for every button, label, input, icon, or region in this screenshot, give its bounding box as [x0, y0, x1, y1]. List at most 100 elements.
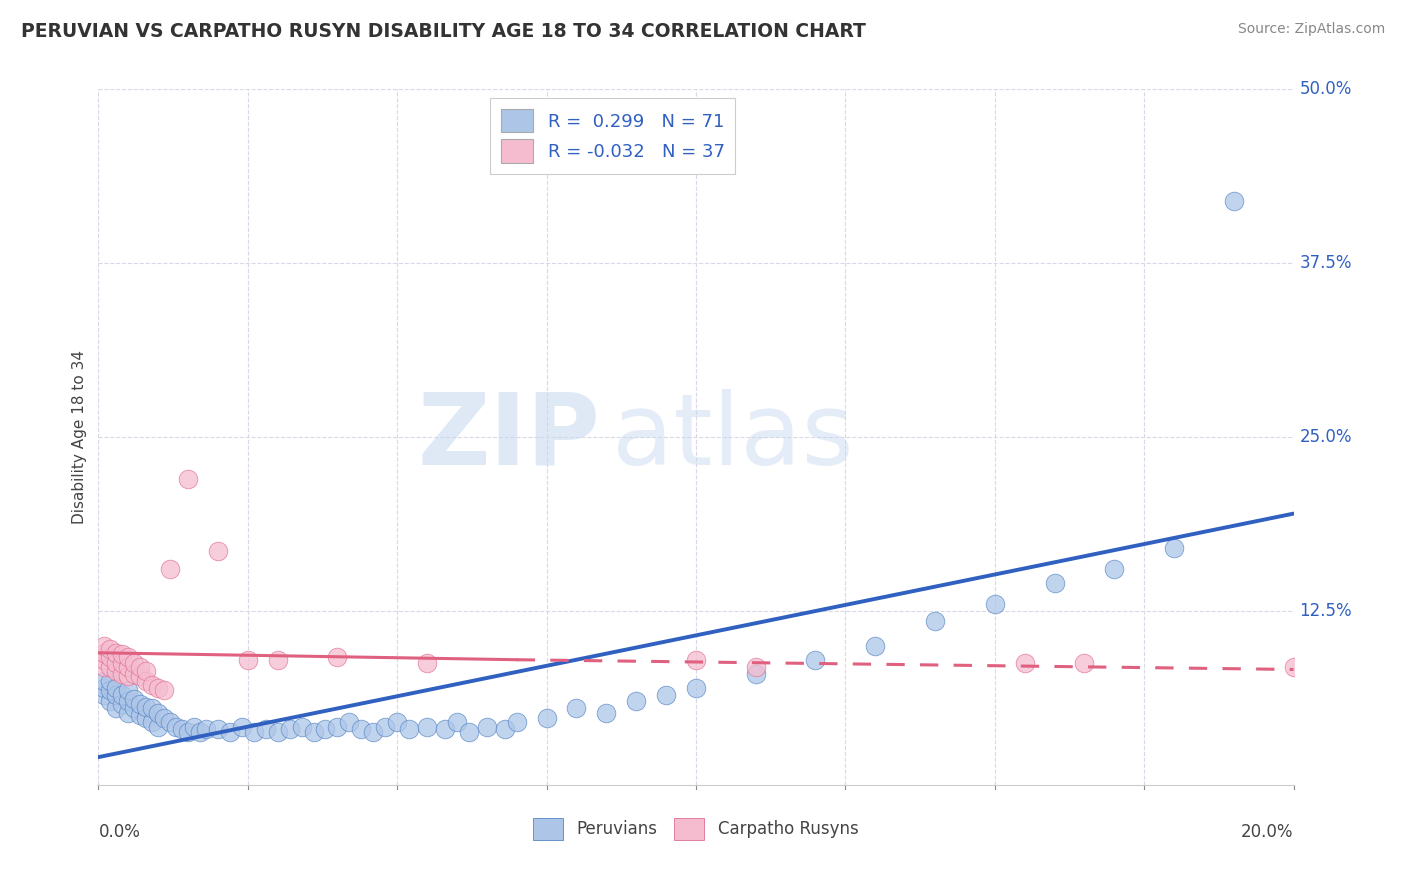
Text: PERUVIAN VS CARPATHO RUSYN DISABILITY AGE 18 TO 34 CORRELATION CHART: PERUVIAN VS CARPATHO RUSYN DISABILITY AG…	[21, 22, 866, 41]
Point	[129, 708, 152, 723]
Point	[111, 688, 134, 702]
Point	[385, 715, 409, 730]
Point	[117, 694, 139, 708]
Point	[105, 646, 128, 660]
Point	[141, 678, 163, 692]
Point	[326, 719, 349, 733]
Point	[98, 673, 122, 688]
Point	[219, 725, 242, 739]
Point	[207, 723, 229, 737]
Text: atlas: atlas	[613, 389, 853, 485]
Point	[231, 719, 253, 733]
Point	[105, 656, 128, 670]
Point	[565, 701, 588, 715]
Point	[141, 715, 163, 730]
Point	[135, 673, 157, 688]
Point	[124, 656, 146, 670]
Point	[183, 719, 205, 733]
Point	[177, 725, 200, 739]
Point	[172, 723, 194, 737]
Point	[595, 706, 617, 720]
Text: 12.5%: 12.5%	[1299, 602, 1353, 620]
Text: 50.0%: 50.0%	[1299, 80, 1353, 98]
Point	[159, 715, 181, 730]
Point	[111, 647, 134, 661]
Point	[117, 706, 139, 720]
Point	[291, 719, 314, 733]
Point	[124, 701, 146, 715]
Point	[865, 639, 887, 653]
Point	[398, 723, 420, 737]
Point	[129, 669, 152, 683]
Point	[148, 681, 170, 695]
Point	[195, 723, 218, 737]
Point	[315, 723, 337, 737]
Point	[745, 659, 768, 673]
Text: Source: ZipAtlas.com: Source: ZipAtlas.com	[1237, 22, 1385, 37]
Point	[105, 681, 128, 695]
Point	[434, 723, 457, 737]
Point	[626, 694, 648, 708]
Point	[165, 719, 187, 733]
Point	[105, 688, 128, 702]
Point	[93, 688, 115, 702]
Point	[98, 641, 122, 656]
Point	[685, 653, 707, 667]
Point	[111, 698, 134, 712]
Point	[93, 653, 115, 667]
Point	[685, 681, 707, 695]
Point	[278, 723, 301, 737]
Point	[98, 659, 122, 673]
Point	[363, 725, 385, 739]
Point	[111, 666, 134, 681]
Point	[302, 725, 325, 739]
Point	[141, 701, 163, 715]
Point	[117, 683, 139, 698]
Point	[117, 659, 139, 673]
Point	[458, 725, 481, 739]
Point	[655, 688, 678, 702]
Point	[129, 659, 152, 673]
Text: 37.5%: 37.5%	[1299, 254, 1353, 272]
Point	[148, 719, 170, 733]
Point	[135, 700, 157, 714]
Point	[105, 664, 128, 678]
Point	[804, 653, 827, 667]
Point	[111, 656, 134, 670]
Point	[93, 659, 115, 673]
Point	[924, 614, 946, 628]
Text: 0.0%: 0.0%	[98, 823, 141, 841]
Point	[416, 719, 439, 733]
Point	[98, 683, 122, 698]
Point	[254, 723, 277, 737]
Point	[153, 683, 176, 698]
Point	[135, 664, 157, 678]
Point	[475, 719, 498, 733]
Point	[159, 562, 181, 576]
Point	[207, 544, 229, 558]
Point	[93, 673, 115, 688]
Point	[124, 691, 146, 706]
Point	[117, 649, 139, 664]
Point	[153, 711, 176, 725]
Point	[536, 711, 558, 725]
Point	[494, 723, 516, 737]
Point	[416, 656, 439, 670]
Text: 25.0%: 25.0%	[1299, 428, 1353, 446]
Point	[1104, 562, 1126, 576]
Point	[243, 725, 266, 739]
Point	[267, 725, 290, 739]
Text: 20.0%: 20.0%	[1241, 823, 1294, 841]
Point	[93, 646, 115, 660]
Y-axis label: Disability Age 18 to 34: Disability Age 18 to 34	[72, 350, 87, 524]
Legend: Peruvians, Carpatho Rusyns: Peruvians, Carpatho Rusyns	[527, 812, 865, 847]
Point	[98, 694, 122, 708]
Point	[93, 639, 115, 653]
Point	[93, 681, 115, 695]
Point	[984, 597, 1007, 611]
Point	[350, 723, 373, 737]
Point	[1282, 659, 1305, 673]
Text: ZIP: ZIP	[418, 389, 600, 485]
Point	[1223, 194, 1246, 208]
Point	[188, 725, 211, 739]
